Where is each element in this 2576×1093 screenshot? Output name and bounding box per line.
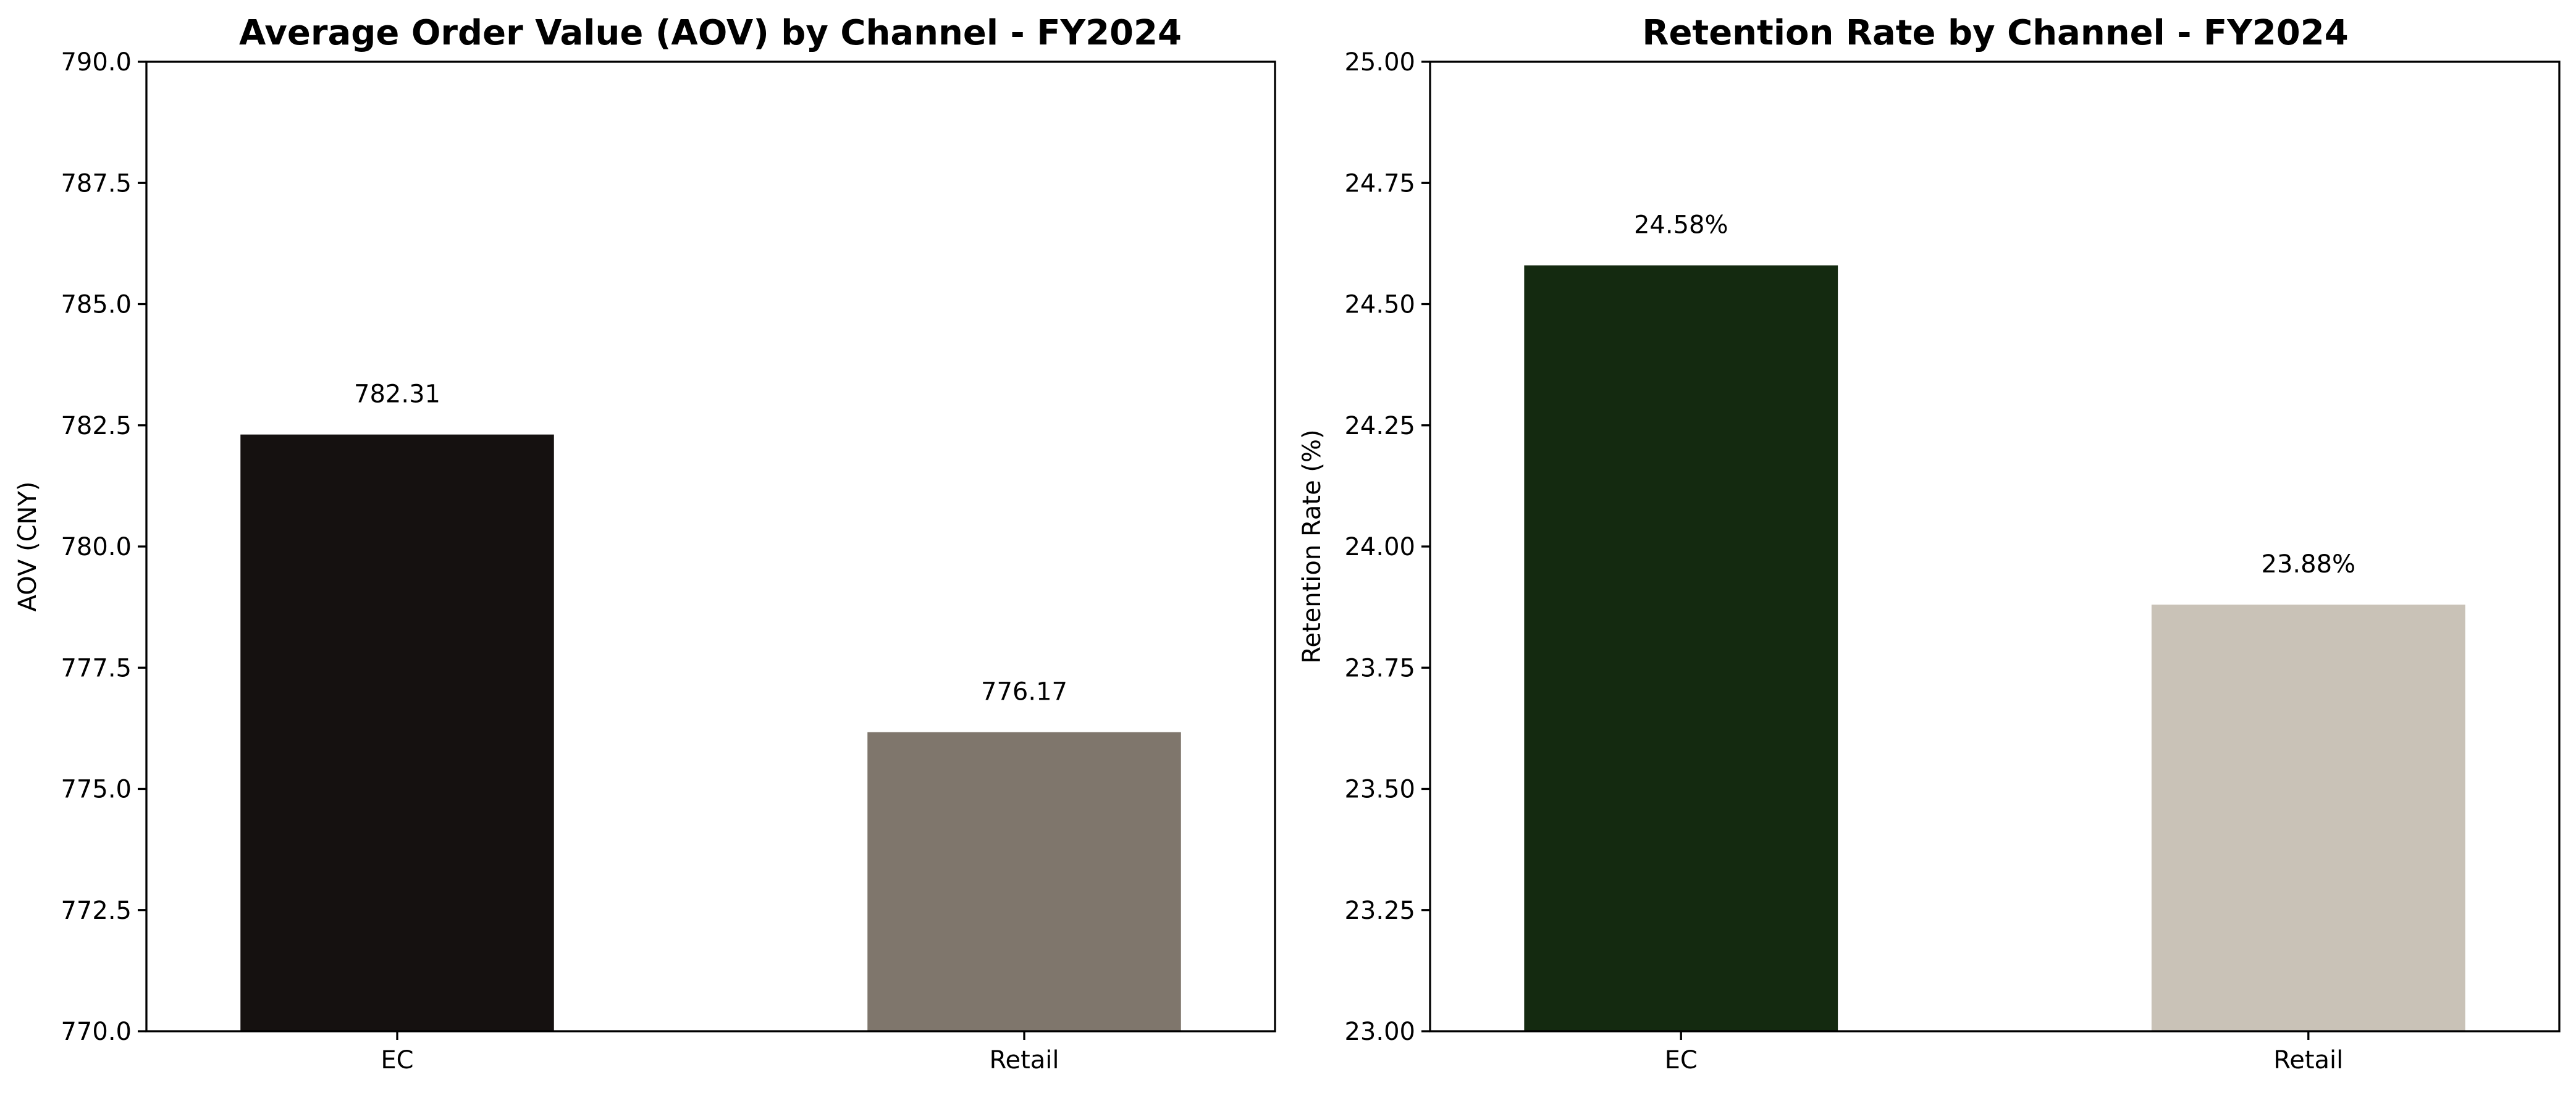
y-axis-label: AOV (CNY): [14, 481, 42, 611]
y-tick-label: 787.5: [61, 169, 132, 198]
data-label: 24.58%: [1634, 211, 1728, 240]
y-tick-label: 790.0: [61, 48, 132, 77]
aov-chart-panel: Average Order Value (AOV) by Channel - F…: [14, 13, 1276, 1074]
retention-chart-panel: Retention Rate by Channel - FY2024 Reten…: [1298, 13, 2561, 1074]
data-label: 782.31: [354, 380, 440, 409]
y-tick-label: 23.00: [1344, 1018, 1415, 1046]
y-tick-label: 772.5: [61, 897, 132, 925]
y-tick-label: 770.0: [61, 1018, 132, 1046]
y-tick-label: 24.25: [1344, 412, 1415, 440]
chart-title: Average Order Value (AOV) by Channel - F…: [239, 13, 1182, 53]
y-tick-label: 23.25: [1344, 897, 1415, 925]
y-axis-label: Retention Rate (%): [1298, 429, 1326, 663]
y-tick-label: 24.50: [1344, 291, 1415, 319]
data-label: 776.17: [981, 678, 1067, 706]
y-tick-label: 782.5: [61, 412, 132, 440]
y-tick-label: 25.00: [1344, 48, 1415, 77]
y-tick-label: 23.50: [1344, 776, 1415, 804]
y-tick-label: 23.75: [1344, 654, 1415, 682]
data-label: 23.88%: [2262, 550, 2356, 579]
y-tick-label: 785.0: [61, 291, 132, 319]
bar-retail: [867, 732, 1181, 1031]
bar-retail: [2151, 605, 2465, 1031]
chart-title: Retention Rate by Channel - FY2024: [1642, 13, 2348, 53]
y-tick-label: 775.0: [61, 776, 132, 804]
plot-frame: [1429, 61, 2561, 1032]
x-tick-label: EC: [381, 1046, 413, 1074]
y-tick-label: 24.00: [1344, 533, 1415, 561]
y-tick-label: 780.0: [61, 533, 132, 561]
x-tick-label: Retail: [989, 1046, 1059, 1074]
x-tick-label: EC: [1665, 1046, 1698, 1074]
plot-frame: [145, 61, 1276, 1032]
bar-ec: [1524, 265, 1838, 1032]
y-tick-label: 24.75: [1344, 169, 1415, 198]
x-tick-label: Retail: [2273, 1046, 2343, 1074]
y-tick-label: 777.5: [61, 654, 132, 682]
bar-ec: [240, 434, 554, 1031]
